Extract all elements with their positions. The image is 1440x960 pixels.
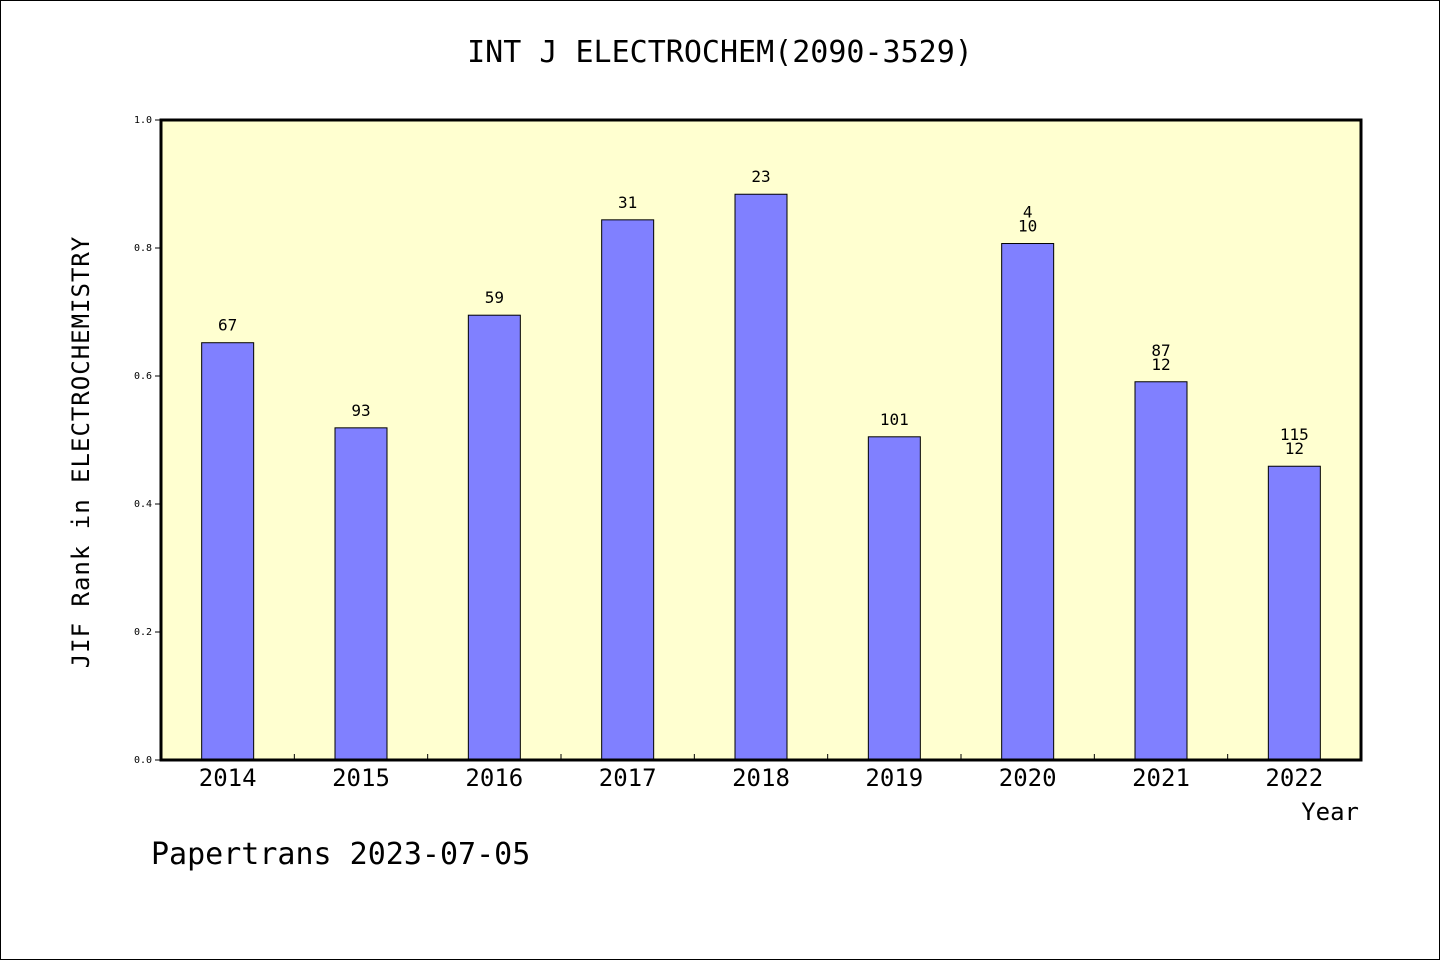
bar-value-label: 101	[880, 410, 909, 429]
bar-value-label: 93	[351, 401, 370, 420]
bar-value-label: 12	[1285, 439, 1304, 458]
bar-value-label: 59	[485, 288, 504, 307]
bar	[1267, 465, 1321, 761]
bar-value-label: 4	[1023, 203, 1033, 222]
bar	[1134, 381, 1188, 761]
bar	[1001, 243, 1055, 761]
bar-value-label: 23	[751, 167, 770, 186]
y-tick-label: 0.8	[134, 243, 152, 254]
plot-frame	[159, 118, 1363, 762]
bar	[867, 436, 921, 761]
x-tick-label: 2015	[332, 764, 390, 792]
footer-credit: Papertrans 2023-07-05	[151, 837, 531, 872]
chart-title: INT J ELECTROCHEM(2090-3529)	[467, 35, 973, 70]
bar-value-label: 31	[618, 193, 637, 212]
x-tick-label: 2016	[465, 764, 523, 792]
y-tick-label: 0.2	[134, 627, 152, 638]
x-tick-label: 2021	[1132, 764, 1190, 792]
x-axis-label: Year	[1301, 798, 1359, 826]
bar	[334, 427, 388, 761]
bar-value-label: 115	[1280, 425, 1309, 444]
x-tick-label: 2019	[865, 764, 923, 792]
y-tick-label: 1.0	[134, 115, 152, 126]
bar-value-label: 10	[1018, 217, 1037, 236]
bar-value-label: 67	[218, 316, 237, 335]
y-tick-label: 0.6	[134, 371, 152, 382]
bar	[734, 193, 788, 761]
x-tick-label: 2017	[599, 764, 657, 792]
y-tick-label: 0.4	[134, 499, 152, 510]
x-tick-label: 2020	[999, 764, 1057, 792]
y-tick-label: 0.0	[134, 755, 152, 766]
x-tick-label: 2018	[732, 764, 790, 792]
bar	[201, 342, 255, 761]
x-tick-label: 2014	[199, 764, 257, 792]
bar-value-label: 87	[1151, 341, 1170, 360]
bar	[467, 314, 521, 761]
bar	[601, 219, 655, 761]
x-tick-label: 2022	[1265, 764, 1323, 792]
bar-value-label: 12	[1151, 355, 1170, 374]
